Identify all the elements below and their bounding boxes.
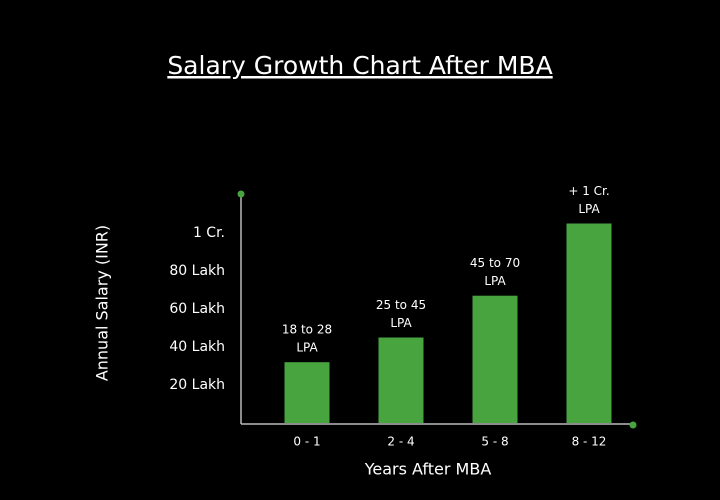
x-tick-label: 5 - 8 [481, 435, 508, 449]
chart-title: Salary Growth Chart After MBA [167, 51, 552, 80]
x-axis-title: Years After MBA [364, 460, 492, 479]
bar-annotation: 25 to 45 [376, 298, 426, 312]
y-tick-label: 80 Lakh [169, 263, 225, 279]
bar [284, 362, 330, 423]
x-tick-label: 8 - 12 [572, 435, 607, 449]
x-tick-label: 2 - 4 [387, 435, 414, 449]
x-tick-label: 0 - 1 [293, 435, 320, 449]
axis-end-dot [237, 190, 245, 198]
bar-annotation: LPA [578, 202, 600, 216]
y-tick-label: 40 Lakh [169, 339, 225, 355]
y-tick-label: 1 Cr. [193, 225, 225, 241]
bar [566, 223, 612, 423]
y-tick-label: 60 Lakh [169, 301, 225, 317]
bar [378, 337, 424, 423]
y-axis-title: Annual Salary (INR) [93, 225, 112, 381]
bar-annotation: 18 to 28 [282, 323, 332, 337]
y-tick-label: 20 Lakh [169, 377, 225, 393]
bar [472, 295, 518, 423]
axis-end-dot [629, 421, 637, 429]
bar-annotation: + 1 Cr. [568, 184, 609, 198]
bar-annotation: LPA [390, 316, 412, 330]
bar-annotation: LPA [296, 341, 318, 355]
bar-annotation: 45 to 70 [470, 256, 520, 270]
bar-annotation: LPA [484, 274, 506, 288]
